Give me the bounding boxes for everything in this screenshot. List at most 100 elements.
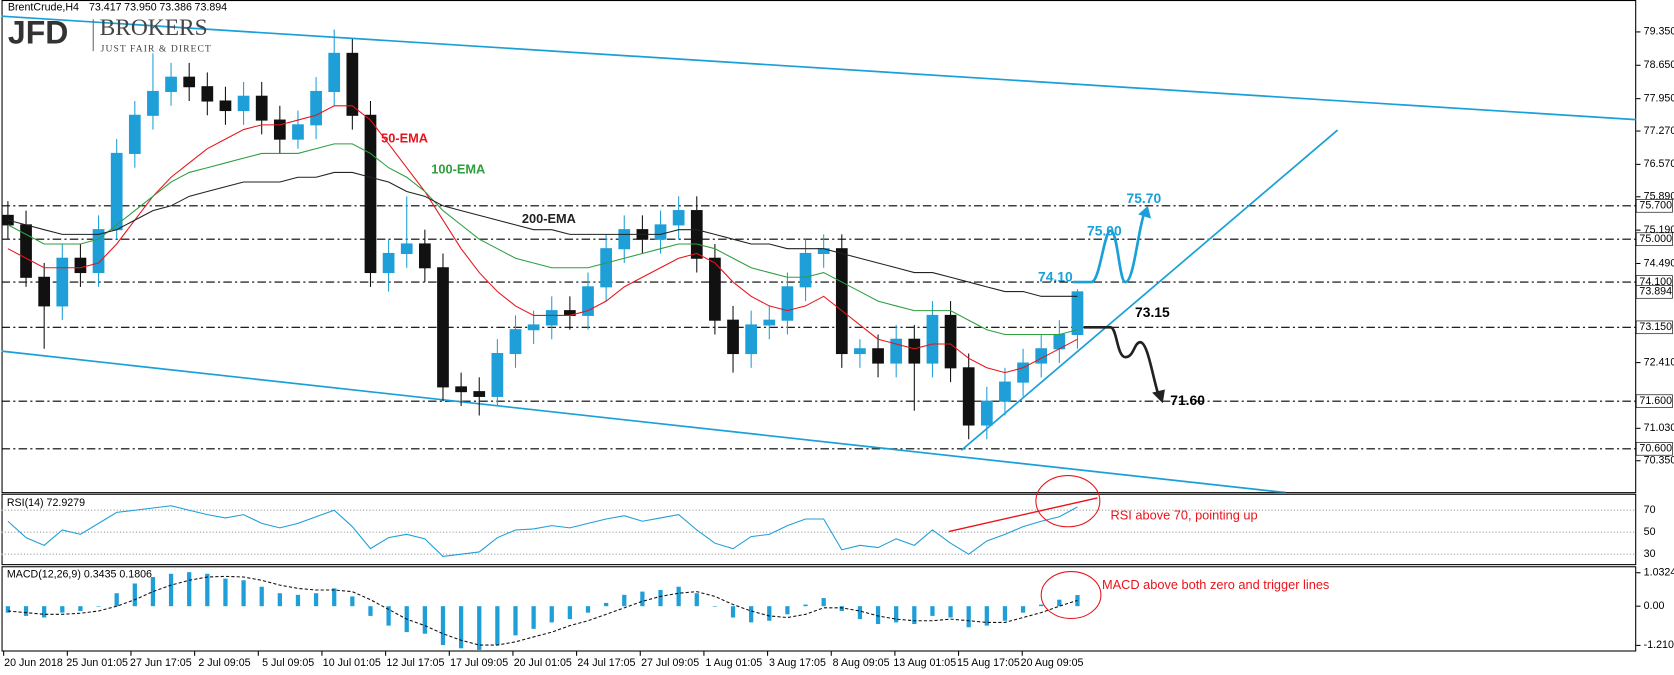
macd-bar bbox=[368, 606, 373, 616]
macd-bar bbox=[132, 583, 137, 607]
macd-bar bbox=[531, 606, 536, 629]
candle-body bbox=[165, 76, 177, 93]
main-layer bbox=[1, 15, 1637, 493]
macd-bar bbox=[5, 606, 11, 613]
candle-body bbox=[962, 367, 975, 426]
macd-bar bbox=[749, 606, 754, 623]
macd-bar bbox=[168, 573, 174, 607]
scenario-label: 73.15 bbox=[1135, 304, 1170, 320]
x-tick-label: 20 Jul 01:05 bbox=[514, 657, 572, 669]
grid-layer bbox=[1, 31, 1641, 646]
y-tick-label: 76.570 bbox=[1644, 158, 1674, 170]
macd-bar bbox=[458, 606, 464, 649]
level-label: 70.600 bbox=[1639, 443, 1672, 455]
current-price-box bbox=[1635, 285, 1673, 299]
candle-body bbox=[745, 324, 758, 355]
macd-bar bbox=[622, 594, 627, 607]
rsi-tick-label: 30 bbox=[1644, 548, 1656, 560]
macd-bar bbox=[295, 594, 301, 607]
level-label: 73.150 bbox=[1639, 321, 1672, 333]
candle-body bbox=[545, 310, 558, 326]
macd-bar bbox=[23, 606, 29, 616]
scenario-label: 75.70 bbox=[1127, 190, 1162, 206]
candle-body bbox=[455, 386, 467, 393]
x-tick-label: 1 Aug 01:05 bbox=[705, 657, 762, 669]
macd-tick-label: -1.2106 bbox=[1644, 639, 1674, 651]
candle-body bbox=[980, 400, 993, 426]
candle-body bbox=[328, 52, 341, 93]
candle-body bbox=[418, 243, 431, 269]
level-box bbox=[1635, 320, 1673, 335]
candle-body bbox=[582, 286, 594, 316]
rsi-tick-label: 70 bbox=[1644, 504, 1656, 516]
scenario-down-arrow bbox=[1152, 389, 1165, 404]
candle-body bbox=[1017, 362, 1029, 383]
candle-body bbox=[854, 348, 866, 355]
macd-bar bbox=[277, 593, 282, 607]
brand-mark: JFD bbox=[8, 15, 68, 51]
candle-body bbox=[890, 338, 903, 364]
x-tick-label: 25 Jun 01:05 bbox=[66, 657, 128, 669]
macd-bar bbox=[1020, 606, 1026, 613]
macd-note: MACD above both zero and trigger lines bbox=[1102, 577, 1329, 592]
scenario-label: 71.60 bbox=[1170, 392, 1205, 408]
rsi-tick-label: 50 bbox=[1644, 526, 1656, 538]
x-tick-label: 8 Aug 09:05 bbox=[833, 657, 890, 669]
macd-bar bbox=[875, 606, 881, 624]
rsi-trendline bbox=[948, 497, 1098, 533]
level-box bbox=[1635, 232, 1673, 246]
y-tick-label: 71.030 bbox=[1644, 422, 1674, 434]
macd-bar bbox=[223, 578, 228, 607]
candle-body bbox=[128, 114, 141, 154]
macd-bar bbox=[694, 593, 699, 607]
candle-body bbox=[690, 210, 703, 259]
candle-body bbox=[799, 252, 812, 288]
x-tick-label: 20 Jun 2018 bbox=[4, 657, 63, 669]
macd-bar bbox=[60, 606, 65, 613]
candle-body bbox=[1071, 291, 1084, 336]
candle-body bbox=[872, 348, 884, 364]
macd-bar bbox=[205, 573, 210, 607]
macd-bar bbox=[966, 606, 971, 628]
ema-line bbox=[7, 105, 1078, 374]
candle-body bbox=[908, 338, 921, 364]
candle-body bbox=[292, 124, 304, 140]
brand-tagline: JUST FAIR & DIRECT bbox=[101, 43, 212, 54]
y-tick-label: 72.410 bbox=[1644, 356, 1674, 368]
candle-body bbox=[147, 90, 159, 116]
ohlc-high: 73.950 bbox=[124, 1, 157, 13]
macd-bar bbox=[948, 606, 953, 618]
current-price-label: 73.894 bbox=[1639, 286, 1672, 298]
macd-bar bbox=[640, 591, 645, 607]
x-tick-label: 3 Aug 17:05 bbox=[769, 657, 826, 669]
scenario-up-arrow bbox=[1138, 205, 1152, 219]
overlay-layer: 79.35078.65077.95077.27076.57075.89075.1… bbox=[3, 26, 1674, 669]
trendline bbox=[1, 350, 1287, 493]
macd-bar bbox=[785, 606, 790, 615]
level-label: 74.100 bbox=[1639, 276, 1672, 288]
macd-bar bbox=[313, 593, 319, 607]
candle-body bbox=[473, 391, 486, 397]
macd-bar bbox=[422, 606, 427, 634]
x-tick-label: 20 Aug 09:05 bbox=[1021, 657, 1084, 669]
ohlc-low: 73.386 bbox=[159, 1, 192, 13]
macd-bar bbox=[187, 572, 192, 607]
candle-body bbox=[835, 248, 848, 355]
macd-bar bbox=[604, 602, 609, 607]
brand-name: BROKERS bbox=[100, 15, 208, 41]
ohlc-open: 73.417 bbox=[89, 1, 122, 13]
scenario-label: 74.10 bbox=[1038, 268, 1073, 284]
y-tick-label: 74.490 bbox=[1644, 257, 1674, 269]
level-label: 75.700 bbox=[1639, 200, 1672, 212]
candle-body bbox=[400, 243, 413, 255]
macd-bar bbox=[549, 606, 554, 623]
candle-body bbox=[509, 329, 522, 355]
candle-body bbox=[491, 352, 504, 397]
x-tick-label: 12 Jul 17:05 bbox=[386, 657, 444, 669]
macd-bar bbox=[386, 606, 391, 626]
macd-bar bbox=[1039, 604, 1044, 607]
macd-bar bbox=[676, 586, 681, 607]
candle-body bbox=[781, 286, 794, 321]
